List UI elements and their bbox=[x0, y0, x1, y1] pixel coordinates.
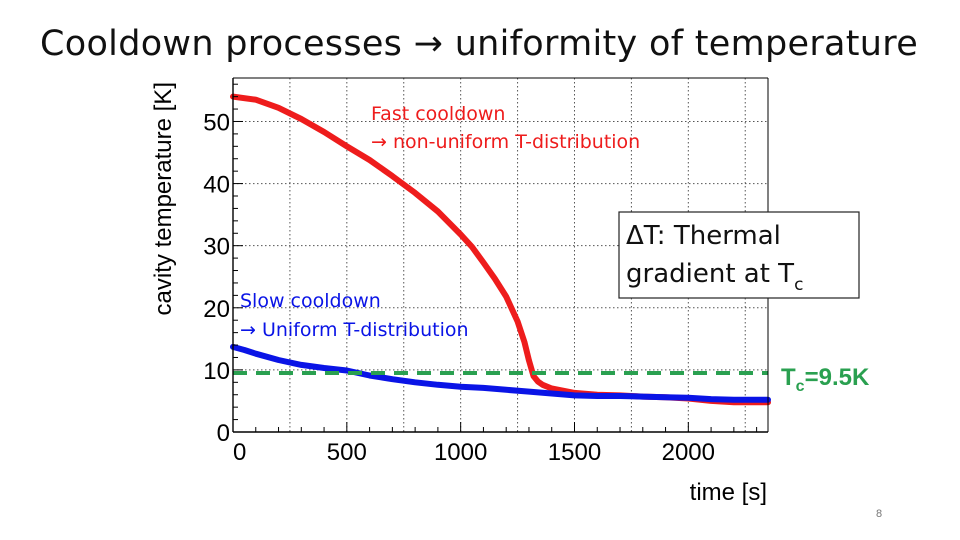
y-tick-label-0: 0 bbox=[217, 420, 230, 447]
x-tick-label-1000: 1000 bbox=[434, 439, 487, 466]
slow-cooldown-annotation: Slow cooldown → Uniform T-distribution bbox=[240, 290, 469, 341]
tc-value: =9.5K bbox=[805, 364, 870, 391]
tc-symbol: T bbox=[781, 364, 796, 391]
x-tick-label-500: 500 bbox=[327, 439, 367, 466]
y-tick-label-10: 10 bbox=[203, 358, 230, 385]
thermal-gradient-callout: ΔT: Thermal gradient at Tc bbox=[618, 211, 860, 299]
slow-cooldown-line bbox=[230, 343, 771, 403]
thermal-gradient-line1: ΔT: Thermal bbox=[626, 221, 781, 251]
fast-annotation-line1: Fast cooldown bbox=[371, 103, 505, 125]
x-tick-label-1500: 1500 bbox=[548, 439, 601, 466]
y-tick-label-40: 40 bbox=[203, 172, 230, 199]
y-tick-label-30: 30 bbox=[203, 234, 230, 261]
slow-annotation-line2: → Uniform T-distribution bbox=[240, 319, 469, 341]
fast-annotation-line2: → non-uniform T-distribution bbox=[371, 131, 640, 153]
thermal-gradient-line2-main: gradient at T bbox=[626, 259, 794, 289]
slide-title: Cooldown processes → uniformity of tempe… bbox=[40, 24, 919, 64]
y-tick-label-50: 50 bbox=[203, 109, 230, 136]
tc-subscript: c bbox=[796, 378, 805, 395]
slow-annotation-line1: Slow cooldown bbox=[240, 290, 381, 312]
page-number: 8 bbox=[876, 508, 883, 520]
fast-cooldown-annotation: Fast cooldown → non-uniform T-distributi… bbox=[371, 103, 640, 153]
tick-labels: 0 500 1000 1500 2000 0 10 20 30 40 50 bbox=[203, 109, 715, 466]
y-axis-label: cavity temperature [K] bbox=[150, 82, 177, 315]
x-axis-label: time [s] bbox=[690, 479, 767, 506]
thermal-gradient-subscript: c bbox=[794, 275, 803, 295]
y-tick-label-20: 20 bbox=[203, 296, 230, 323]
critical-temperature-label: Tc=9.5K bbox=[781, 364, 870, 395]
plot-series bbox=[230, 93, 771, 406]
thermal-gradient-box bbox=[618, 211, 860, 299]
thermal-gradient-line2: gradient at Tc bbox=[626, 259, 803, 295]
x-tick-label-0: 0 bbox=[233, 439, 246, 466]
x-tick-label-2000: 2000 bbox=[662, 439, 715, 466]
